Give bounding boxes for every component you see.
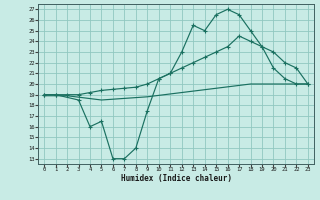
X-axis label: Humidex (Indice chaleur): Humidex (Indice chaleur) bbox=[121, 174, 231, 183]
